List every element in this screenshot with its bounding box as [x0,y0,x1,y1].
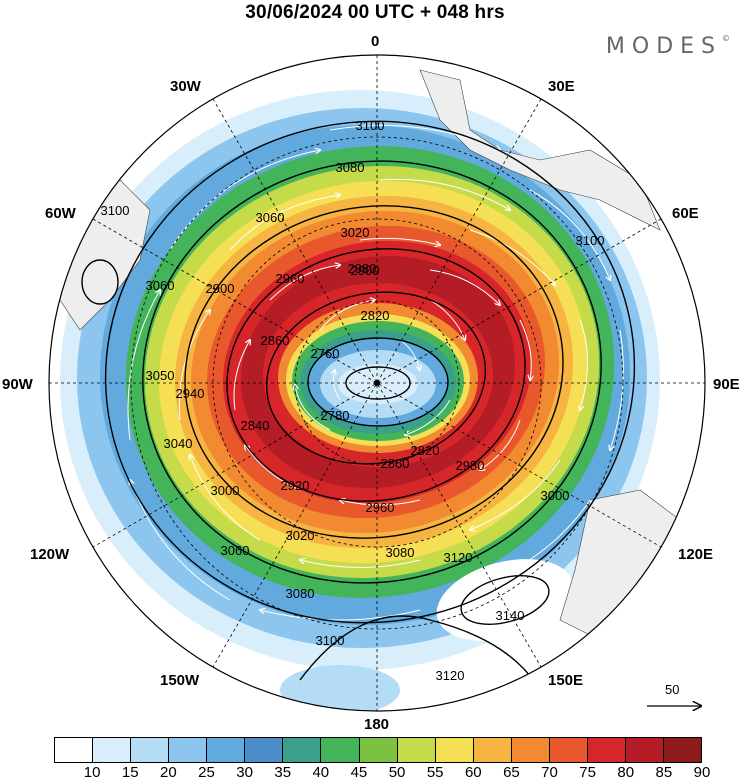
lon-label-30w: 30W [170,78,201,95]
colorbar-tick-label: 80 [617,764,635,781]
geopotential-contours [81,120,636,691]
colorbar-tick-label: 10 [83,764,101,781]
graticule [49,55,705,711]
lon-label-0: 0 [371,33,380,50]
colorbar-tick-label: 85 [655,764,673,781]
copyright-mark: © [722,34,730,43]
contour-label: 2940 [176,386,205,401]
contour-label: 2820 [411,443,440,458]
colorbar-cell [587,738,626,762]
colorbar-cell [283,738,322,762]
contour-label: 3000 [541,488,570,503]
contour-label: 2780 [321,408,350,423]
colorbar-tick-label: 55 [426,764,444,781]
contour-label: 3060 [146,278,175,293]
contour-label: 3100 [101,203,130,218]
colorbar-tick-label: 40 [312,764,330,781]
colorbar-cell [131,738,170,762]
contour-label: 2900 [351,263,380,278]
lon-label-180: 180 [364,716,390,733]
contour-label: 2960 [276,271,305,286]
colorbar-cell [245,738,284,762]
lon-label-150e: 150E [548,672,584,689]
colorbar-ticks: 10 15 20 25 30 35 40 45 50 55 60 65 70 75 80 85 90 [54,764,711,782]
colorbar-tick-label: 45 [350,764,368,781]
logo-text: MODES [605,34,722,59]
colorbar-cell [664,738,702,762]
colorbar-tick-label: 60 [464,764,482,781]
reference-vector-label: 50 [665,682,680,697]
map-title: 30/06/2024 00 UTC + 048 hrs [245,2,505,23]
colorbar-cell [93,738,132,762]
contour-label: 2760 [311,346,340,361]
colorbar-tick-label: 90 [693,764,711,781]
contour-label: 2960 [366,500,395,515]
colorbar-cell [549,738,588,762]
colorbar-cell [473,738,512,762]
colorbar-tick-label: 65 [503,764,520,781]
contour-label: 3020 [286,528,315,543]
colorbar-tick-label: 50 [388,764,406,781]
contour-label: 3100 [316,633,345,648]
pole-marker [374,380,380,386]
lon-label-120w: 120W [30,546,70,563]
colorbar-tick-label: 75 [579,764,596,781]
colorbar-tick-label: 35 [274,764,292,781]
contour-labels: 3100308030603020298029602900282028602760… [101,118,605,683]
colorbar-cell [359,738,398,762]
lon-label-60e: 60E [672,205,699,222]
lon-label-120e: 120E [678,546,714,563]
contour-label: 2820 [361,308,390,323]
contour-label: 2860 [261,333,290,348]
contour-label: 3080 [336,160,365,175]
colorbar-cell [55,738,94,762]
colorbar-cell [511,738,550,762]
contour-label: 3050 [146,368,175,383]
lon-label-90w: 90W [2,376,33,393]
contour-label: 3020 [341,225,370,240]
modes-logo: MODES© [606,34,730,59]
colorbar-tick-label: 30 [236,764,253,781]
contour-label: 3060 [256,210,285,225]
reference-vector-arrow [647,700,705,712]
colorbar-cell [625,738,664,762]
contour-label: 3120 [444,550,473,565]
map-boundary [48,54,706,712]
lon-label-150w: 150W [160,672,200,689]
colorbar [54,737,702,763]
contour-label: 2860 [381,456,410,471]
contour-label: 3040 [164,436,193,451]
contour-label: 2840 [241,418,270,433]
contour-label: 3000 [211,483,240,498]
colorbar-tick-label: 20 [160,764,177,781]
contour-label: 3100 [356,118,385,133]
colorbar-tick-label: 15 [121,764,139,781]
contour-label: 2980 [348,261,377,276]
contour-label: 3140 [496,608,525,623]
contour-label: 3120 [436,668,465,683]
colorbar-cell [169,738,208,762]
contour-label: 2980 [456,458,485,473]
contour-label: 3080 [386,545,415,560]
colorbar-cell [321,738,360,762]
contour-label: 3060 [221,543,250,558]
contour-label: 2920 [281,478,310,493]
lon-label-60w: 60W [45,205,76,222]
lon-label-30e: 30E [548,78,575,95]
colorbar-tick-label: 25 [198,764,215,781]
contour-label: 3080 [286,586,315,601]
colorbar-cell [207,738,246,762]
lon-label-90e: 90E [713,376,740,393]
contour-label: 2900 [206,281,235,296]
colorbar-cell [397,738,436,762]
contour-label: 3100 [576,233,605,248]
colorbar-cell [435,738,474,762]
colorbar-tick-label: 70 [541,764,558,781]
